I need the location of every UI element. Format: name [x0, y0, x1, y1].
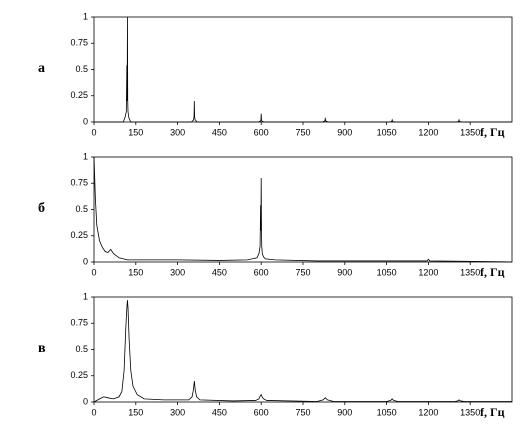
x-tick-label: 1200 [418, 267, 438, 277]
y-tick-label: 1 [83, 11, 88, 21]
x-tick-label: 600 [254, 407, 269, 417]
y-tick-label: 0 [83, 116, 88, 126]
x-tick-label: 300 [170, 127, 185, 137]
y-tick-label: 0 [83, 256, 88, 266]
x-tick-label: 1050 [377, 407, 397, 417]
x-tick-label: 0 [91, 127, 96, 137]
x-tick-label: 900 [337, 407, 352, 417]
y-tick-label: 0.5 [75, 204, 88, 214]
spectrum-line [93, 300, 512, 403]
x-tick-label: 900 [337, 127, 352, 137]
x-tick-label: 0 [91, 267, 96, 277]
y-tick-label: 0.75 [70, 318, 88, 328]
x-tick-label: 1350 [460, 127, 480, 137]
y-tick-label: 0.5 [75, 344, 88, 354]
y-tick-label: 0.25 [70, 230, 88, 240]
x-tick-label: 1050 [377, 127, 397, 137]
plot-frame [93, 296, 513, 403]
x-tick-label: 750 [295, 407, 310, 417]
plot-frame [93, 156, 513, 263]
x-tick-label: 300 [170, 267, 185, 277]
spectrum-line [94, 16, 512, 123]
x-tick-label: 750 [295, 127, 310, 137]
x-tick-label: 450 [212, 407, 227, 417]
x-tick-label: 600 [254, 127, 269, 137]
spectrum-line [93, 156, 513, 263]
y-tick-label: 1 [83, 151, 88, 161]
x-axis-label: f, Гц [480, 405, 505, 419]
x-tick-label: 150 [128, 127, 143, 137]
x-tick-label: 900 [337, 267, 352, 277]
x-tick-label: 1350 [460, 407, 480, 417]
y-tick-label: 0 [83, 396, 88, 406]
y-tick-label: 0.5 [75, 64, 88, 74]
y-tick-label: 0.25 [70, 90, 88, 100]
x-tick-label: 600 [254, 267, 269, 277]
panel-label: б [38, 201, 45, 216]
x-tick-label: 450 [212, 267, 227, 277]
x-tick-label: 1050 [377, 267, 397, 277]
x-tick-label: 1200 [418, 407, 438, 417]
y-tick-label: 0.75 [70, 178, 88, 188]
x-axis-label: f, Гц [480, 265, 505, 279]
x-tick-label: 750 [295, 267, 310, 277]
plot-frame [93, 16, 513, 123]
panel-label: а [38, 61, 45, 76]
panel-label: в [38, 341, 46, 356]
y-tick-label: 0.75 [70, 38, 88, 48]
y-tick-label: 0.25 [70, 370, 88, 380]
x-tick-label: 1200 [418, 127, 438, 137]
x-axis-label: f, Гц [480, 125, 505, 139]
x-tick-label: 150 [128, 407, 143, 417]
x-tick-label: 150 [128, 267, 143, 277]
x-tick-label: 0 [91, 407, 96, 417]
y-tick-label: 1 [83, 291, 88, 301]
x-tick-label: 300 [170, 407, 185, 417]
x-tick-label: 1350 [460, 267, 480, 277]
x-tick-label: 450 [212, 127, 227, 137]
